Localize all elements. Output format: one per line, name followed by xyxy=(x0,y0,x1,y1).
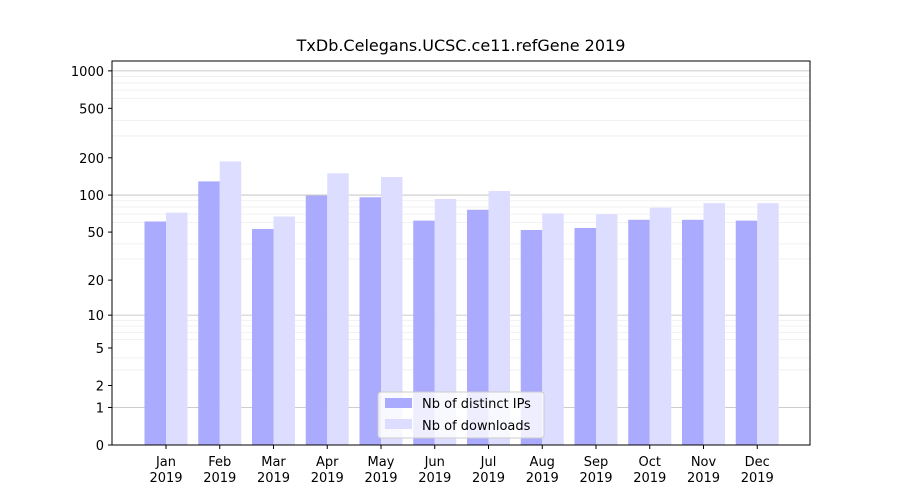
x-tick-label-year: 2019 xyxy=(257,471,290,486)
bar xyxy=(434,198,457,445)
bars xyxy=(144,161,779,446)
x-tick-label-year: 2019 xyxy=(526,471,559,486)
bar xyxy=(252,228,274,445)
x-tick-label-month: Aug xyxy=(530,455,555,470)
bar xyxy=(649,207,672,445)
x-tick-label-month: Sep xyxy=(584,455,609,470)
x-tick-label-month: Feb xyxy=(208,455,231,470)
x-tick-label-month: Jul xyxy=(480,455,497,470)
y-tick-label: 1 xyxy=(96,401,104,416)
y-tick-label: 50 xyxy=(87,226,104,241)
x-tick-label-year: 2019 xyxy=(472,471,505,486)
legend-swatch-downloads xyxy=(385,419,412,429)
legend-box xyxy=(377,391,545,439)
bar xyxy=(144,221,166,445)
chart-title: TxDb.Celegans.UCSC.ce11.refGene 2019 xyxy=(296,36,626,55)
x-tick-label-year: 2019 xyxy=(149,471,182,486)
x-tick-label-month: Jan xyxy=(155,455,176,470)
x-tick-label-year: 2019 xyxy=(579,471,612,486)
x-tick-label-month: May xyxy=(368,455,395,470)
x-tick-label-year: 2019 xyxy=(364,471,397,486)
x-tick-label-year: 2019 xyxy=(418,471,451,486)
y-tick-label: 1000 xyxy=(71,65,104,80)
bar xyxy=(574,227,596,445)
bar xyxy=(703,203,725,445)
y-tick-label: 200 xyxy=(79,152,104,167)
x-tick-label-month: Mar xyxy=(261,455,286,470)
y-tick-label: 20 xyxy=(87,274,104,289)
bar xyxy=(628,219,650,445)
bar xyxy=(305,195,328,445)
bar xyxy=(413,220,435,445)
x-tick-label-month: Jun xyxy=(424,455,445,470)
x-tick-label-year: 2019 xyxy=(687,471,720,486)
bar xyxy=(520,229,543,445)
bar xyxy=(359,197,381,445)
bar xyxy=(381,177,403,445)
x-tick-label-month: Nov xyxy=(691,455,717,470)
bar xyxy=(757,203,779,445)
x-tick-label-month: Oct xyxy=(639,455,661,470)
y-tick-label: 2 xyxy=(96,380,104,395)
legend: Nb of distinct IPs Nb of downloads xyxy=(377,391,545,439)
legend-label-downloads: Nb of downloads xyxy=(422,419,531,434)
y-tick-label: 5 xyxy=(96,342,104,357)
x-tick-label-year: 2019 xyxy=(203,471,236,486)
bar xyxy=(467,209,489,445)
y-tick-label: 500 xyxy=(79,102,104,117)
y-tick-label: 0 xyxy=(96,439,104,454)
legend-swatch-distinct-ips xyxy=(385,398,412,408)
bar xyxy=(542,213,564,445)
bar xyxy=(596,214,618,445)
legend-label-distinct-ips: Nb of distinct IPs xyxy=(422,397,531,412)
bar xyxy=(166,212,188,445)
y-tick-label: 100 xyxy=(79,189,104,204)
y-tick-label: 10 xyxy=(87,309,104,324)
bar xyxy=(682,219,704,445)
x-tick-label-year: 2019 xyxy=(633,471,666,486)
bar xyxy=(198,181,220,446)
bar xyxy=(273,216,295,445)
x-tick-label-month: Apr xyxy=(316,455,339,470)
x-tick-label-month: Dec xyxy=(745,455,770,470)
bar xyxy=(735,220,758,445)
bar xyxy=(488,190,510,445)
plot-frame xyxy=(111,60,811,446)
bar xyxy=(219,161,242,445)
bar xyxy=(327,173,349,445)
y-axis: 0 1 2 5 10 20 50 100 200 500 1000 xyxy=(71,65,112,454)
x-tick-label-year: 2019 xyxy=(741,471,774,486)
x-axis: Jan2019Feb2019Mar2019Apr2019May2019Jun20… xyxy=(149,445,774,486)
x-tick-label-year: 2019 xyxy=(311,471,344,486)
